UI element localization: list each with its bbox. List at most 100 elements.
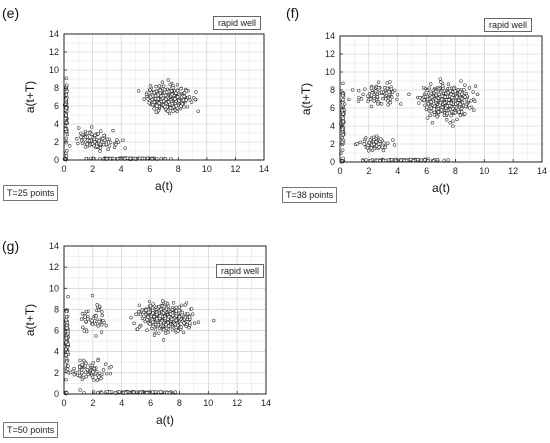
x-tick-label: 4 xyxy=(119,164,124,174)
data-point xyxy=(174,104,178,108)
data-point xyxy=(455,95,459,99)
x-tick-label: 8 xyxy=(453,166,458,176)
data-point xyxy=(175,83,180,87)
data-point xyxy=(145,318,149,322)
data-point xyxy=(435,158,440,162)
data-point xyxy=(379,102,384,106)
data-point xyxy=(362,142,366,146)
data-point xyxy=(402,158,406,163)
data-point xyxy=(374,134,379,138)
data-point xyxy=(179,325,183,329)
data-point xyxy=(151,324,155,329)
data-point xyxy=(369,86,374,90)
data-point xyxy=(66,329,70,334)
plot-frame xyxy=(339,35,543,163)
data-point xyxy=(163,300,168,305)
data-point xyxy=(181,98,186,102)
data-point xyxy=(95,378,100,382)
data-point xyxy=(372,146,377,151)
data-point xyxy=(452,86,456,91)
data-point xyxy=(150,306,155,310)
data-point xyxy=(385,81,389,85)
x-tick-label: 10 xyxy=(479,166,489,176)
x-tick-label: 14 xyxy=(261,398,271,408)
data-point xyxy=(423,158,427,162)
data-point xyxy=(425,97,430,102)
data-point xyxy=(462,88,466,92)
x-tick-label: 8 xyxy=(177,398,182,408)
data-point xyxy=(64,377,68,382)
data-point xyxy=(65,83,69,87)
data-point xyxy=(83,129,87,134)
data-point xyxy=(424,90,428,95)
data-point xyxy=(147,310,151,314)
data-point xyxy=(80,370,84,375)
data-point xyxy=(146,97,150,101)
y-tick-label: 0 xyxy=(54,155,59,165)
legend-box-f: rapid well xyxy=(483,18,532,32)
data-point xyxy=(419,158,423,162)
data-point xyxy=(375,158,379,162)
data-point xyxy=(407,92,411,96)
data-point xyxy=(386,103,390,107)
data-point xyxy=(448,121,452,125)
data-point xyxy=(96,132,100,136)
data-point xyxy=(369,93,374,97)
data-point xyxy=(98,149,102,153)
data-point xyxy=(166,324,171,328)
data-point xyxy=(174,325,178,330)
data-point xyxy=(185,105,190,109)
x-tick-label: 8 xyxy=(176,164,181,174)
plot-frame xyxy=(63,245,267,395)
data-point xyxy=(109,365,113,369)
data-point xyxy=(161,299,165,303)
data-point xyxy=(393,158,398,163)
data-point xyxy=(145,156,150,160)
data-point xyxy=(83,317,87,322)
data-point xyxy=(386,99,390,103)
data-point xyxy=(372,99,376,103)
data-point xyxy=(382,141,386,145)
data-point xyxy=(166,100,171,104)
data-point xyxy=(152,91,156,95)
data-point xyxy=(170,328,175,332)
data-point xyxy=(372,94,376,99)
data-point xyxy=(64,97,68,101)
data-point xyxy=(104,362,108,366)
data-point xyxy=(63,127,68,131)
data-point xyxy=(376,80,381,84)
data-point xyxy=(142,314,146,318)
data-point xyxy=(366,94,370,98)
y-tick-label: 12 xyxy=(49,47,59,57)
data-points xyxy=(339,77,480,164)
y-tick-label: 4 xyxy=(54,119,59,129)
data-point xyxy=(112,145,117,150)
data-point xyxy=(98,142,103,146)
data-point xyxy=(430,95,434,99)
x-axis-label: a(t) xyxy=(155,179,173,193)
legend-box-e: rapid well xyxy=(212,16,261,30)
data-point xyxy=(146,315,150,319)
y-tick-label: 4 xyxy=(54,347,59,357)
data-point xyxy=(138,312,143,317)
data-point xyxy=(159,307,163,312)
data-point xyxy=(103,138,107,142)
data-point xyxy=(68,370,73,374)
t-value-label-f: T=38 points xyxy=(282,187,338,203)
data-point xyxy=(472,108,476,112)
data-point xyxy=(132,321,136,326)
data-point xyxy=(180,310,184,315)
data-point xyxy=(188,321,192,325)
data-point xyxy=(85,131,90,135)
data-point xyxy=(68,144,72,148)
data-point xyxy=(91,370,95,374)
data-point xyxy=(384,97,388,101)
legend-box-g: rapid well xyxy=(215,264,264,278)
data-point xyxy=(155,312,159,316)
data-point xyxy=(98,146,103,150)
data-point xyxy=(132,390,136,394)
data-point xyxy=(111,128,115,133)
data-point xyxy=(463,83,467,87)
data-point xyxy=(173,390,177,394)
x-tick-label: 2 xyxy=(366,166,371,176)
